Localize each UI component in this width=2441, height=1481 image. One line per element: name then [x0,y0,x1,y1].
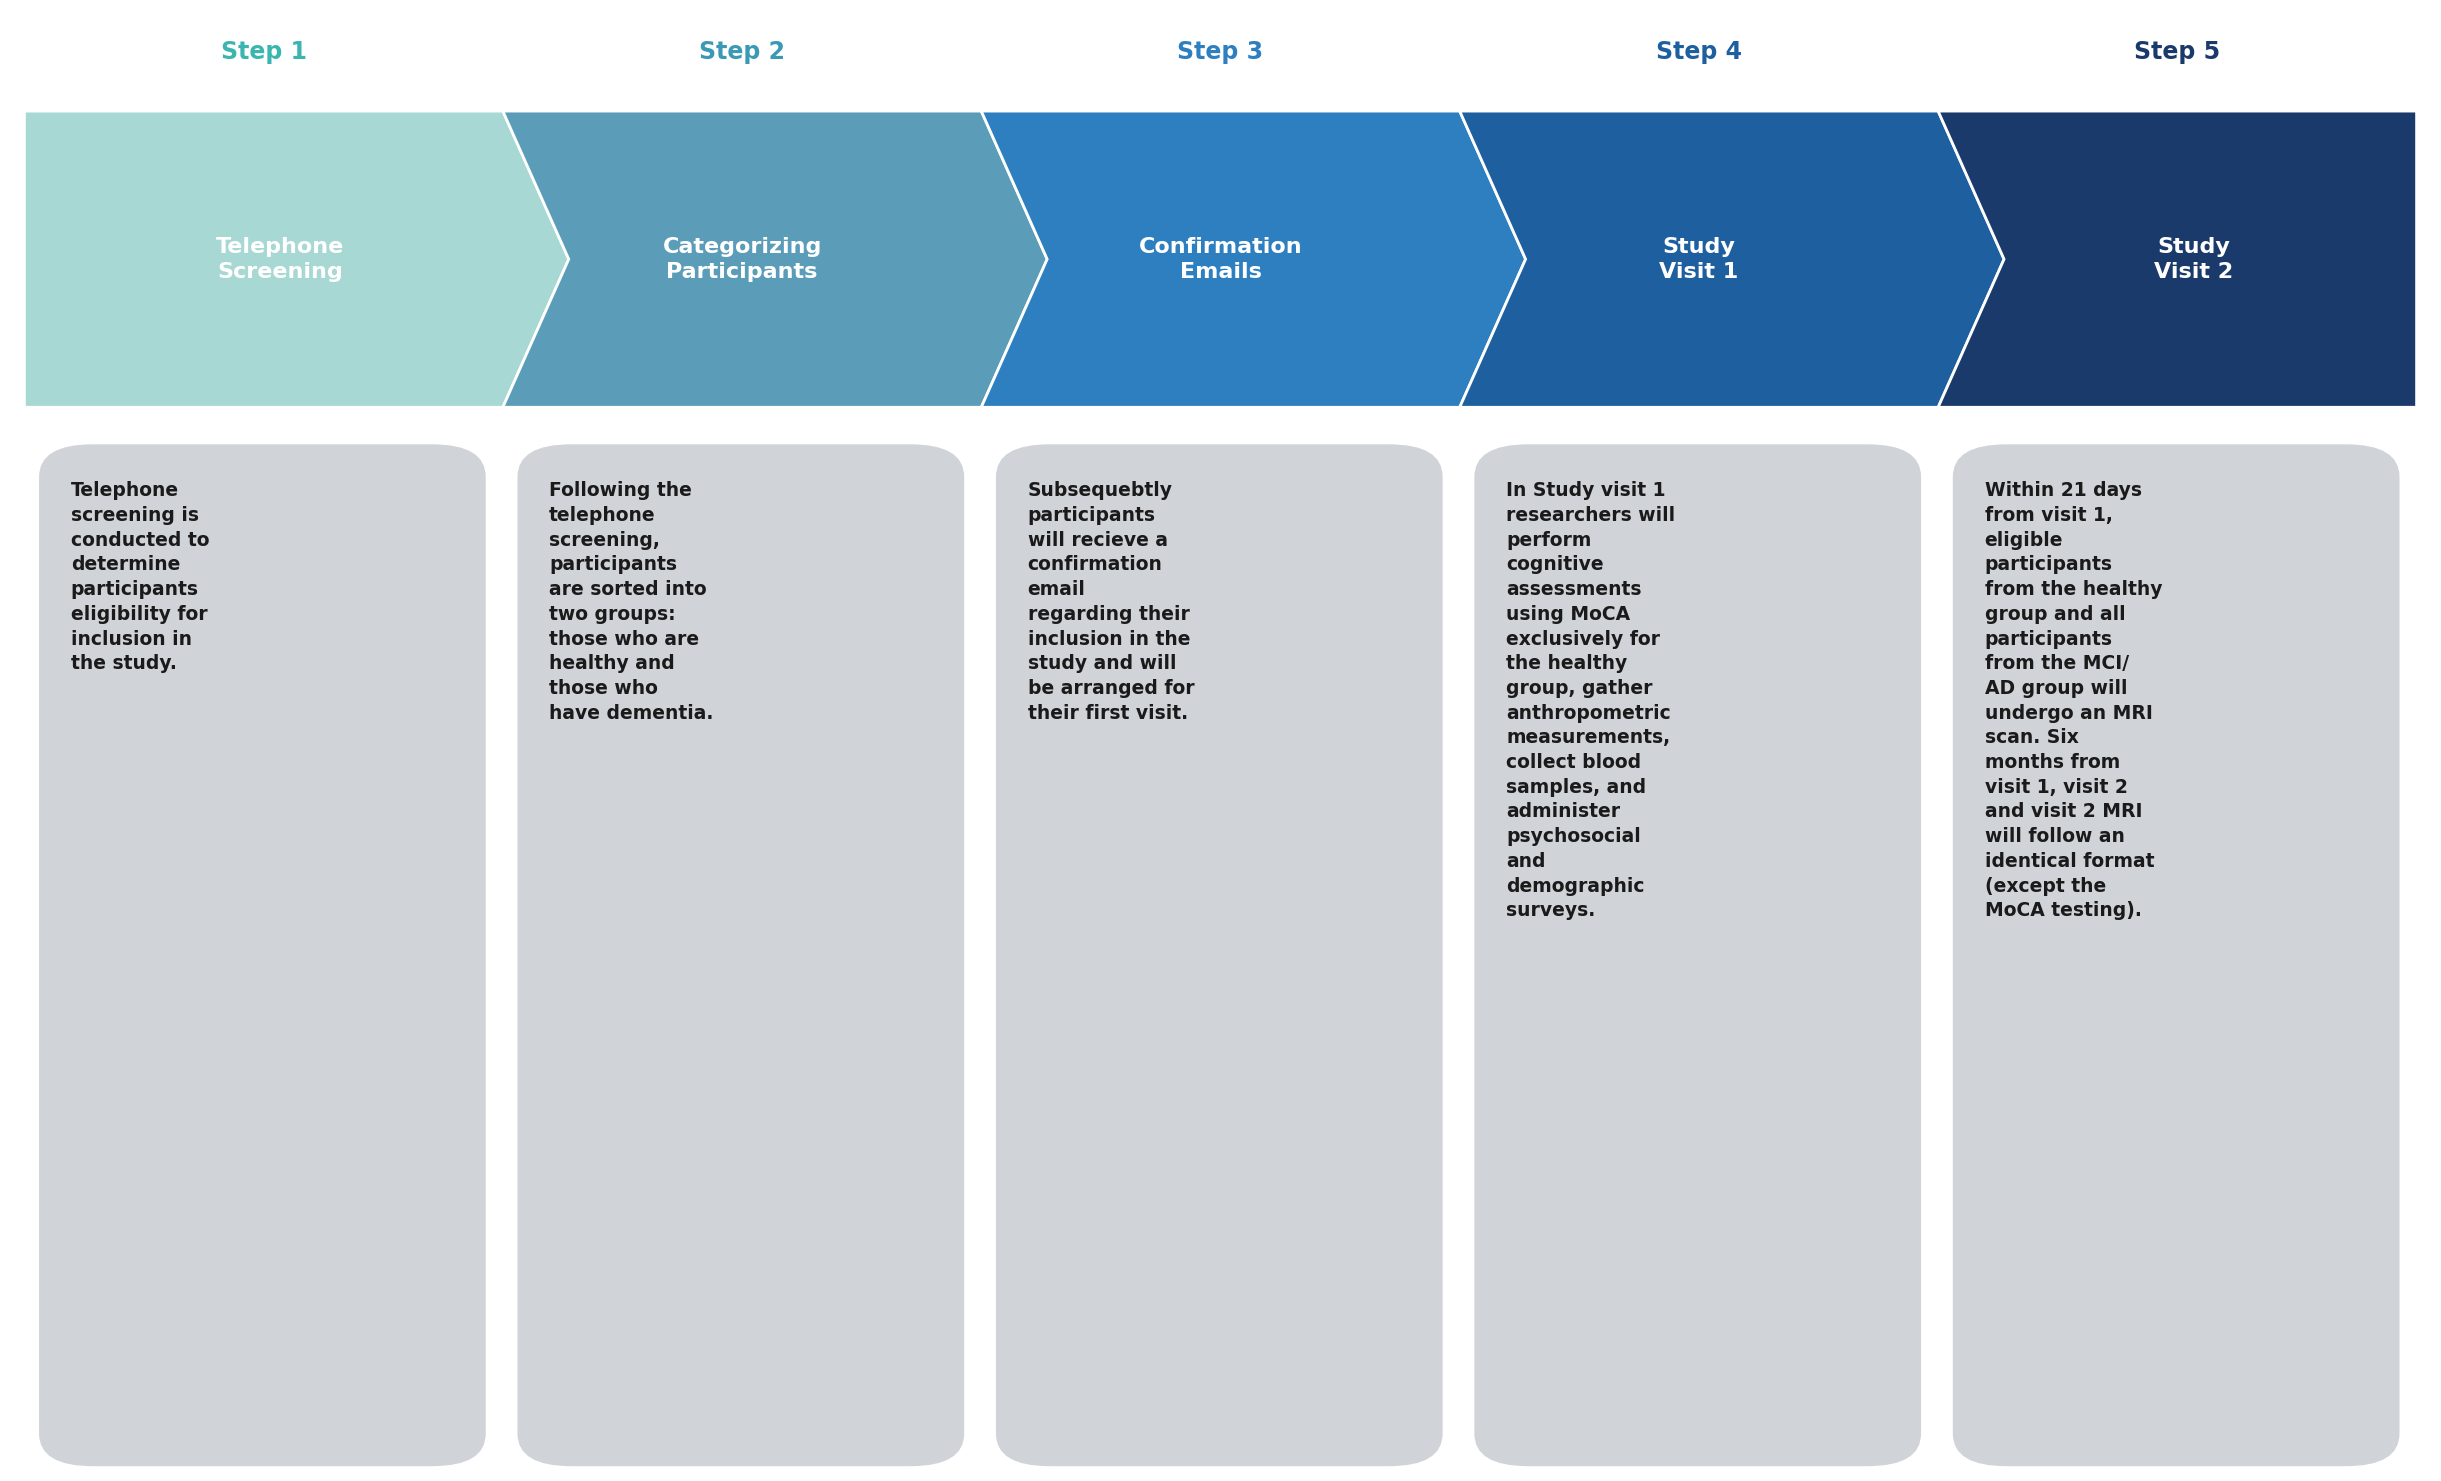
Text: Step 4: Step 4 [1655,40,1743,64]
Polygon shape [981,111,1526,407]
Polygon shape [1938,111,2417,407]
Text: Categorizing
Participants: Categorizing Participants [662,237,823,281]
Polygon shape [24,111,569,407]
Text: Step 3: Step 3 [1177,40,1264,64]
Text: Following the
telephone
screening,
participants
are sorted into
two groups:
thos: Following the telephone screening, parti… [549,481,713,723]
Text: In Study visit 1
researchers will
perform
cognitive
assessments
using MoCA
exclu: In Study visit 1 researchers will perfor… [1506,481,1675,920]
Text: Study
Visit 2: Study Visit 2 [2155,237,2234,281]
Polygon shape [1460,111,2004,407]
FancyBboxPatch shape [1474,444,1921,1466]
FancyBboxPatch shape [1953,444,2400,1466]
FancyBboxPatch shape [996,444,1443,1466]
Text: Telephone
Screening: Telephone Screening [215,237,344,281]
Text: Step 1: Step 1 [220,40,308,64]
Text: Study
Visit 1: Study Visit 1 [1660,237,1738,281]
Text: Subsequebtly
participants
will recieve a
confirmation
email
regarding their
incl: Subsequebtly participants will recieve a… [1028,481,1194,723]
Text: Within 21 days
from visit 1,
eligible
participants
from the healthy
group and al: Within 21 days from visit 1, eligible pa… [1985,481,2163,920]
Text: Step 2: Step 2 [698,40,786,64]
FancyBboxPatch shape [517,444,964,1466]
FancyBboxPatch shape [39,444,486,1466]
Text: Telephone
screening is
conducted to
determine
participants
eligibility for
inclu: Telephone screening is conducted to dete… [71,481,210,674]
Text: Step 5: Step 5 [2133,40,2221,64]
Polygon shape [503,111,1047,407]
Text: Confirmation
Emails: Confirmation Emails [1138,237,1303,281]
